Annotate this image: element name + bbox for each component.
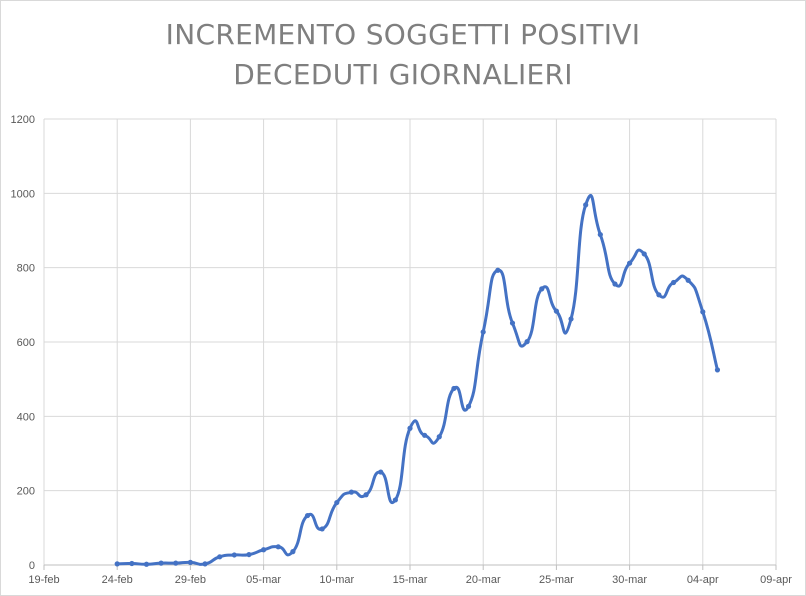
y-tick-label: 200 [17,486,35,498]
data-point [451,385,457,392]
data-point [304,512,311,519]
data-point [290,549,296,555]
x-tick-label: 24-feb [102,574,133,586]
data-point [378,469,384,475]
x-tick-label: 20-mar [466,574,501,586]
data-point [217,554,223,560]
data-point [187,559,193,566]
data-point [685,277,691,283]
chart-title: INCREMENTO SOGGETTI POSITIVI DECEDUTI GI… [1,15,805,95]
data-point [539,286,545,292]
series-layer [114,194,721,567]
y-tick-label: 400 [17,411,35,423]
data-point [275,544,281,550]
data-point [319,526,325,532]
data-point [173,560,179,566]
grid-layer [43,118,777,565]
y-tick-label: 0 [29,560,35,572]
y-tick-label: 1200 [11,114,35,126]
data-point [495,267,501,273]
data-point [641,251,647,257]
data-point [583,202,589,208]
data-point [524,339,530,345]
data-point [202,561,208,567]
data-point [436,434,442,440]
x-tick-label: 29-feb [175,574,206,586]
data-point [670,279,677,286]
chart-title-line-2: DECEDUTI GIORNALIERI [233,58,573,91]
data-point [261,547,267,553]
data-point [597,231,603,238]
x-tick-label: 09-apr [760,574,792,586]
data-point [480,329,486,335]
data-point [246,551,252,558]
data-point [700,309,706,315]
data-point [627,260,633,266]
x-tick-label: 19-feb [28,574,59,586]
data-point [143,561,150,567]
data-point [158,560,164,566]
x-tick-label: 05-mar [246,574,281,586]
x-tick-label: 15-mar [393,574,428,586]
data-point [363,492,369,498]
data-point [392,497,398,503]
data-point [568,316,574,322]
x-tick-label: 10-mar [319,574,354,586]
data-point [553,308,560,314]
label-layer: 0 200 400 600 800 1000 1200 19-feb 24-feb 29-feb 0… [11,114,793,586]
data-point [334,499,340,506]
data-point [231,552,237,558]
data-point [656,292,662,298]
data-point [348,489,355,495]
data-point [612,281,618,287]
data-point [129,560,135,567]
axis-layer [43,564,777,570]
data-point [114,561,120,567]
data-point [509,320,516,326]
data-point [407,425,413,431]
x-tick-label: 30-mar [612,574,647,586]
y-tick-label: 1000 [11,188,35,200]
chart-title-line-1: INCREMENTO SOGGETTI POSITIVI [165,18,641,51]
x-tick-label: 04-apr [687,574,719,586]
x-tick-label: 25-mar [539,574,574,586]
y-tick-label: 600 [17,337,35,349]
data-point [714,367,721,373]
data-point [465,403,472,409]
data-point [422,432,428,438]
series-line [115,194,719,566]
y-tick-label: 800 [17,263,35,275]
